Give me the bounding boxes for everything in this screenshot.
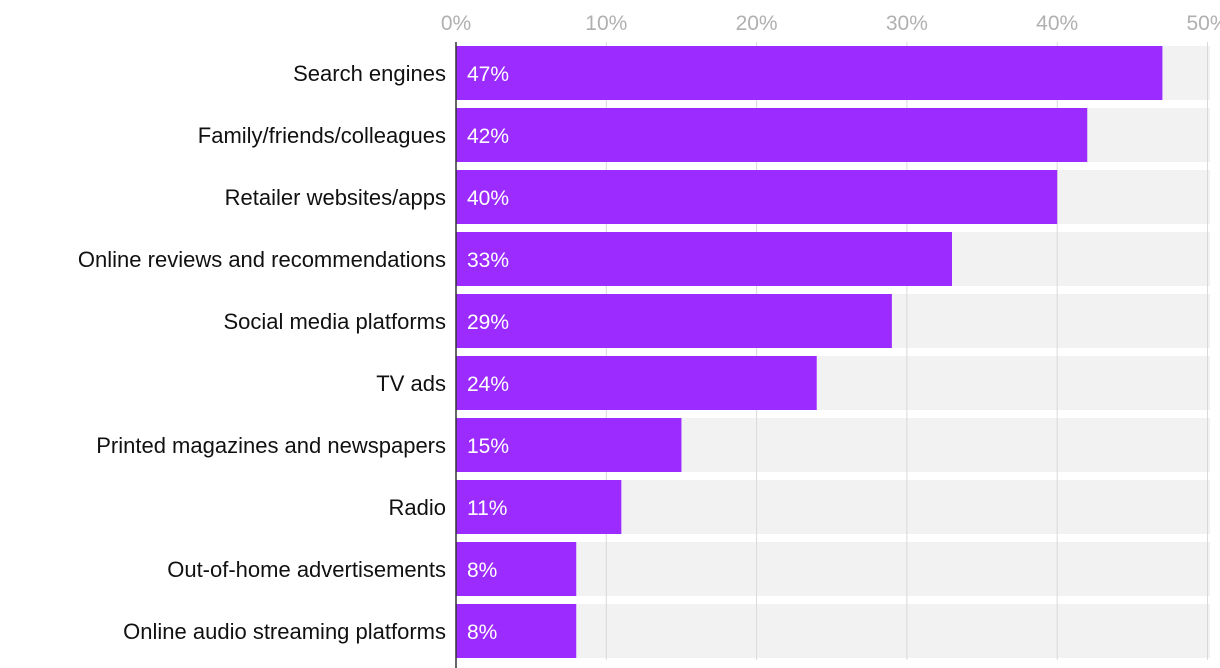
category-label-group: Search engines Family/friends/colleagues R… — [78, 61, 446, 644]
category-label: Radio — [389, 495, 446, 520]
bar-group — [456, 46, 1163, 658]
bar — [456, 232, 952, 286]
data-label: 24% — [467, 373, 509, 396]
tick-label-group: 0% 10% 20% 30% 40% 50% — [441, 12, 1220, 35]
category-label: Out-of-home advertisements — [167, 557, 446, 582]
category-label: Online audio streaming platforms — [123, 619, 446, 644]
category-label: Family/friends/colleagues — [198, 123, 446, 148]
data-label: 42% — [467, 125, 509, 148]
x-tick-label: 50% — [1186, 12, 1220, 35]
bar — [456, 418, 682, 472]
data-label: 33% — [467, 249, 509, 272]
data-label: 47% — [467, 63, 509, 86]
x-tick-label: 20% — [736, 12, 778, 35]
bar — [456, 170, 1058, 224]
x-tick-label: 0% — [441, 12, 471, 35]
category-label: Social media platforms — [223, 309, 446, 334]
x-tick-label: 10% — [585, 12, 627, 35]
bar — [456, 604, 577, 658]
category-label: Retailer websites/apps — [225, 185, 446, 210]
category-label: TV ads — [376, 371, 446, 396]
data-label: 8% — [467, 621, 497, 644]
category-label: Printed magazines and newspapers — [96, 433, 446, 458]
data-label: 11% — [467, 497, 507, 520]
bar-track — [456, 604, 1210, 658]
bar — [456, 46, 1163, 100]
bar-track — [456, 542, 1210, 596]
x-tick-label: 40% — [1036, 12, 1078, 35]
bar — [456, 542, 577, 596]
data-label: 40% — [467, 187, 509, 210]
bar — [456, 294, 892, 348]
data-label: 15% — [467, 435, 509, 458]
category-label: Search engines — [293, 61, 446, 86]
bar — [456, 108, 1088, 162]
data-label: 8% — [467, 559, 497, 582]
data-label: 29% — [467, 311, 509, 334]
value-label-group: 47% 42% 40% 33% 29% 24% 15% 11% 8% 8% — [467, 63, 509, 644]
bar — [456, 480, 622, 534]
bar — [456, 356, 817, 410]
category-label: Online reviews and recommendations — [78, 247, 446, 272]
x-tick-label: 30% — [886, 12, 928, 35]
